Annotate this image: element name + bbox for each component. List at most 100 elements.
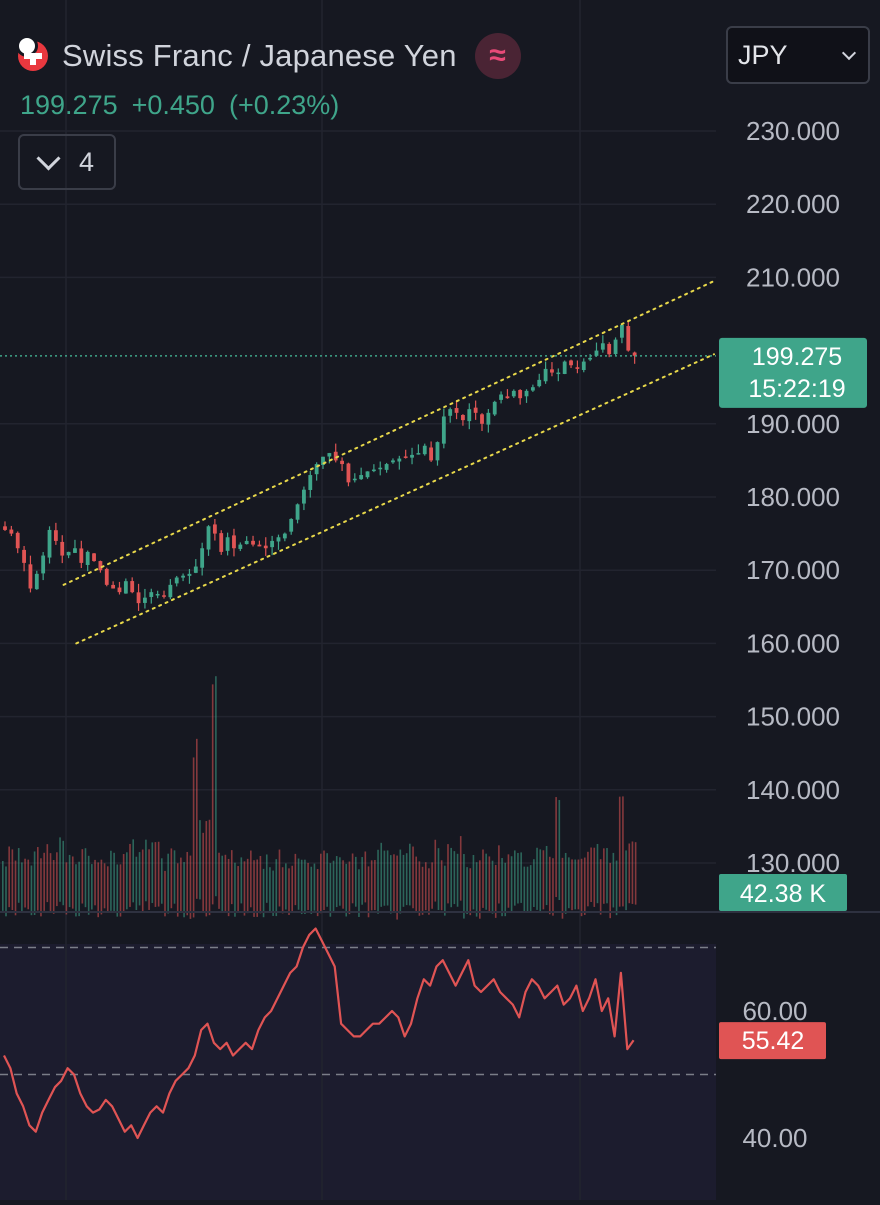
- candle-body: [569, 360, 573, 366]
- volume-bar: [475, 862, 478, 917]
- volume-bar: [113, 852, 115, 913]
- volume-bar: [240, 857, 243, 904]
- volume-bar: [577, 859, 580, 910]
- volume-bar: [265, 854, 268, 903]
- volume-bar: [304, 859, 306, 914]
- volume-bar: [294, 853, 297, 906]
- volume-bar: [27, 859, 30, 910]
- volume-bar: [447, 844, 449, 904]
- volume-bar: [615, 860, 618, 916]
- candle-body: [410, 454, 414, 458]
- candle-body: [34, 573, 39, 590]
- volume-bar: [405, 853, 408, 906]
- rsi-line: [3, 927, 635, 1140]
- volume-bar: [218, 852, 220, 909]
- indicators-toggle-button[interactable]: 4: [18, 134, 116, 190]
- last-price-value: 199.275: [752, 343, 842, 371]
- volume-bar: [52, 860, 55, 914]
- candle-body: [422, 445, 427, 455]
- volume-bar: [418, 861, 421, 916]
- channel-line[interactable]: [62, 280, 715, 586]
- volume-bar: [469, 868, 472, 916]
- candle-body: [15, 532, 20, 549]
- rsi-axis[interactable]: 60.00 40.00: [742, 996, 807, 1153]
- volume-bar: [256, 859, 258, 917]
- price-tick-label: 170.000: [746, 555, 840, 585]
- candle-body: [581, 361, 586, 371]
- volume-bar: [593, 847, 596, 907]
- candle-body: [200, 548, 205, 568]
- volume-bar: [5, 866, 7, 917]
- channel-line[interactable]: [75, 353, 715, 645]
- volume-bar: [510, 856, 513, 912]
- price-tick-label: 230.000: [746, 116, 840, 146]
- candle-body: [632, 352, 637, 356]
- volume-bar: [78, 861, 80, 917]
- volume-bar: [507, 854, 510, 908]
- volume-bar: [631, 841, 634, 904]
- symbol-header[interactable]: Swiss Franc / Japanese Yen ≈: [16, 30, 521, 82]
- volume-bar: [135, 856, 138, 911]
- candle-body: [371, 469, 376, 472]
- volume-bar: [367, 866, 370, 918]
- candle-body: [461, 414, 465, 421]
- candle-body: [104, 568, 109, 585]
- candle-body: [117, 587, 122, 593]
- last-price-badge: [719, 337, 867, 408]
- volume-bar: [141, 849, 144, 912]
- volume-bar: [434, 839, 437, 902]
- volume-bar: [590, 847, 592, 903]
- volume-bar: [227, 858, 230, 917]
- price-axis[interactable]: 230.000 220.000 210.000 190.000 180.000 170.0…: [746, 116, 840, 878]
- volume-bar: [479, 860, 481, 919]
- flag-dot-icon: [16, 35, 38, 57]
- volume-bar: [536, 847, 538, 910]
- volume-bar: [450, 847, 452, 908]
- volume-bar: [259, 855, 262, 914]
- volume-bar: [501, 858, 503, 917]
- candle-body: [384, 464, 389, 470]
- volume-bar: [606, 848, 608, 904]
- volume-bar: [456, 853, 459, 907]
- volume-bar: [323, 850, 325, 911]
- volume-bar: [498, 845, 500, 904]
- volume-bar: [237, 866, 239, 913]
- volume-bar: [288, 868, 290, 915]
- last-price: 199.275: [20, 90, 118, 120]
- candle-body: [416, 453, 421, 455]
- candle-body: [60, 541, 65, 556]
- candle-body: [308, 475, 313, 490]
- volume-bar: [459, 836, 462, 901]
- volume-bar: [316, 869, 319, 917]
- channel-layer: [62, 280, 715, 645]
- volume-bar: [453, 851, 456, 905]
- candle-body: [9, 529, 14, 534]
- candle-body: [206, 526, 211, 550]
- volume-bar: [380, 842, 383, 907]
- currency-select[interactable]: JPY: [726, 26, 870, 84]
- volume-bar: [215, 676, 217, 897]
- volume-bar: [361, 857, 363, 905]
- volume-bar: [65, 862, 68, 915]
- candle-body: [333, 451, 338, 461]
- volume-bar: [574, 859, 576, 910]
- candle-body: [448, 409, 453, 416]
- volume-bar: [17, 848, 20, 903]
- candle-body: [251, 540, 255, 545]
- candle-body: [302, 489, 306, 504]
- candle-body: [403, 456, 408, 458]
- symbol-title[interactable]: Swiss Franc / Japanese Yen: [62, 38, 457, 73]
- volume-bar: [348, 861, 351, 915]
- rsi-tick-label: 40.00: [742, 1123, 807, 1153]
- volume-bar: [571, 859, 573, 911]
- volume-bar: [612, 852, 615, 908]
- volume-bar: [62, 840, 65, 906]
- candle-body: [492, 401, 497, 415]
- approx-wave-icon[interactable]: ≈: [474, 33, 521, 79]
- candle-body: [391, 460, 395, 463]
- volume-bar: [326, 853, 328, 907]
- candle-body: [73, 548, 77, 553]
- price-tick-label: 150.000: [746, 702, 840, 732]
- volume-bar: [580, 858, 583, 917]
